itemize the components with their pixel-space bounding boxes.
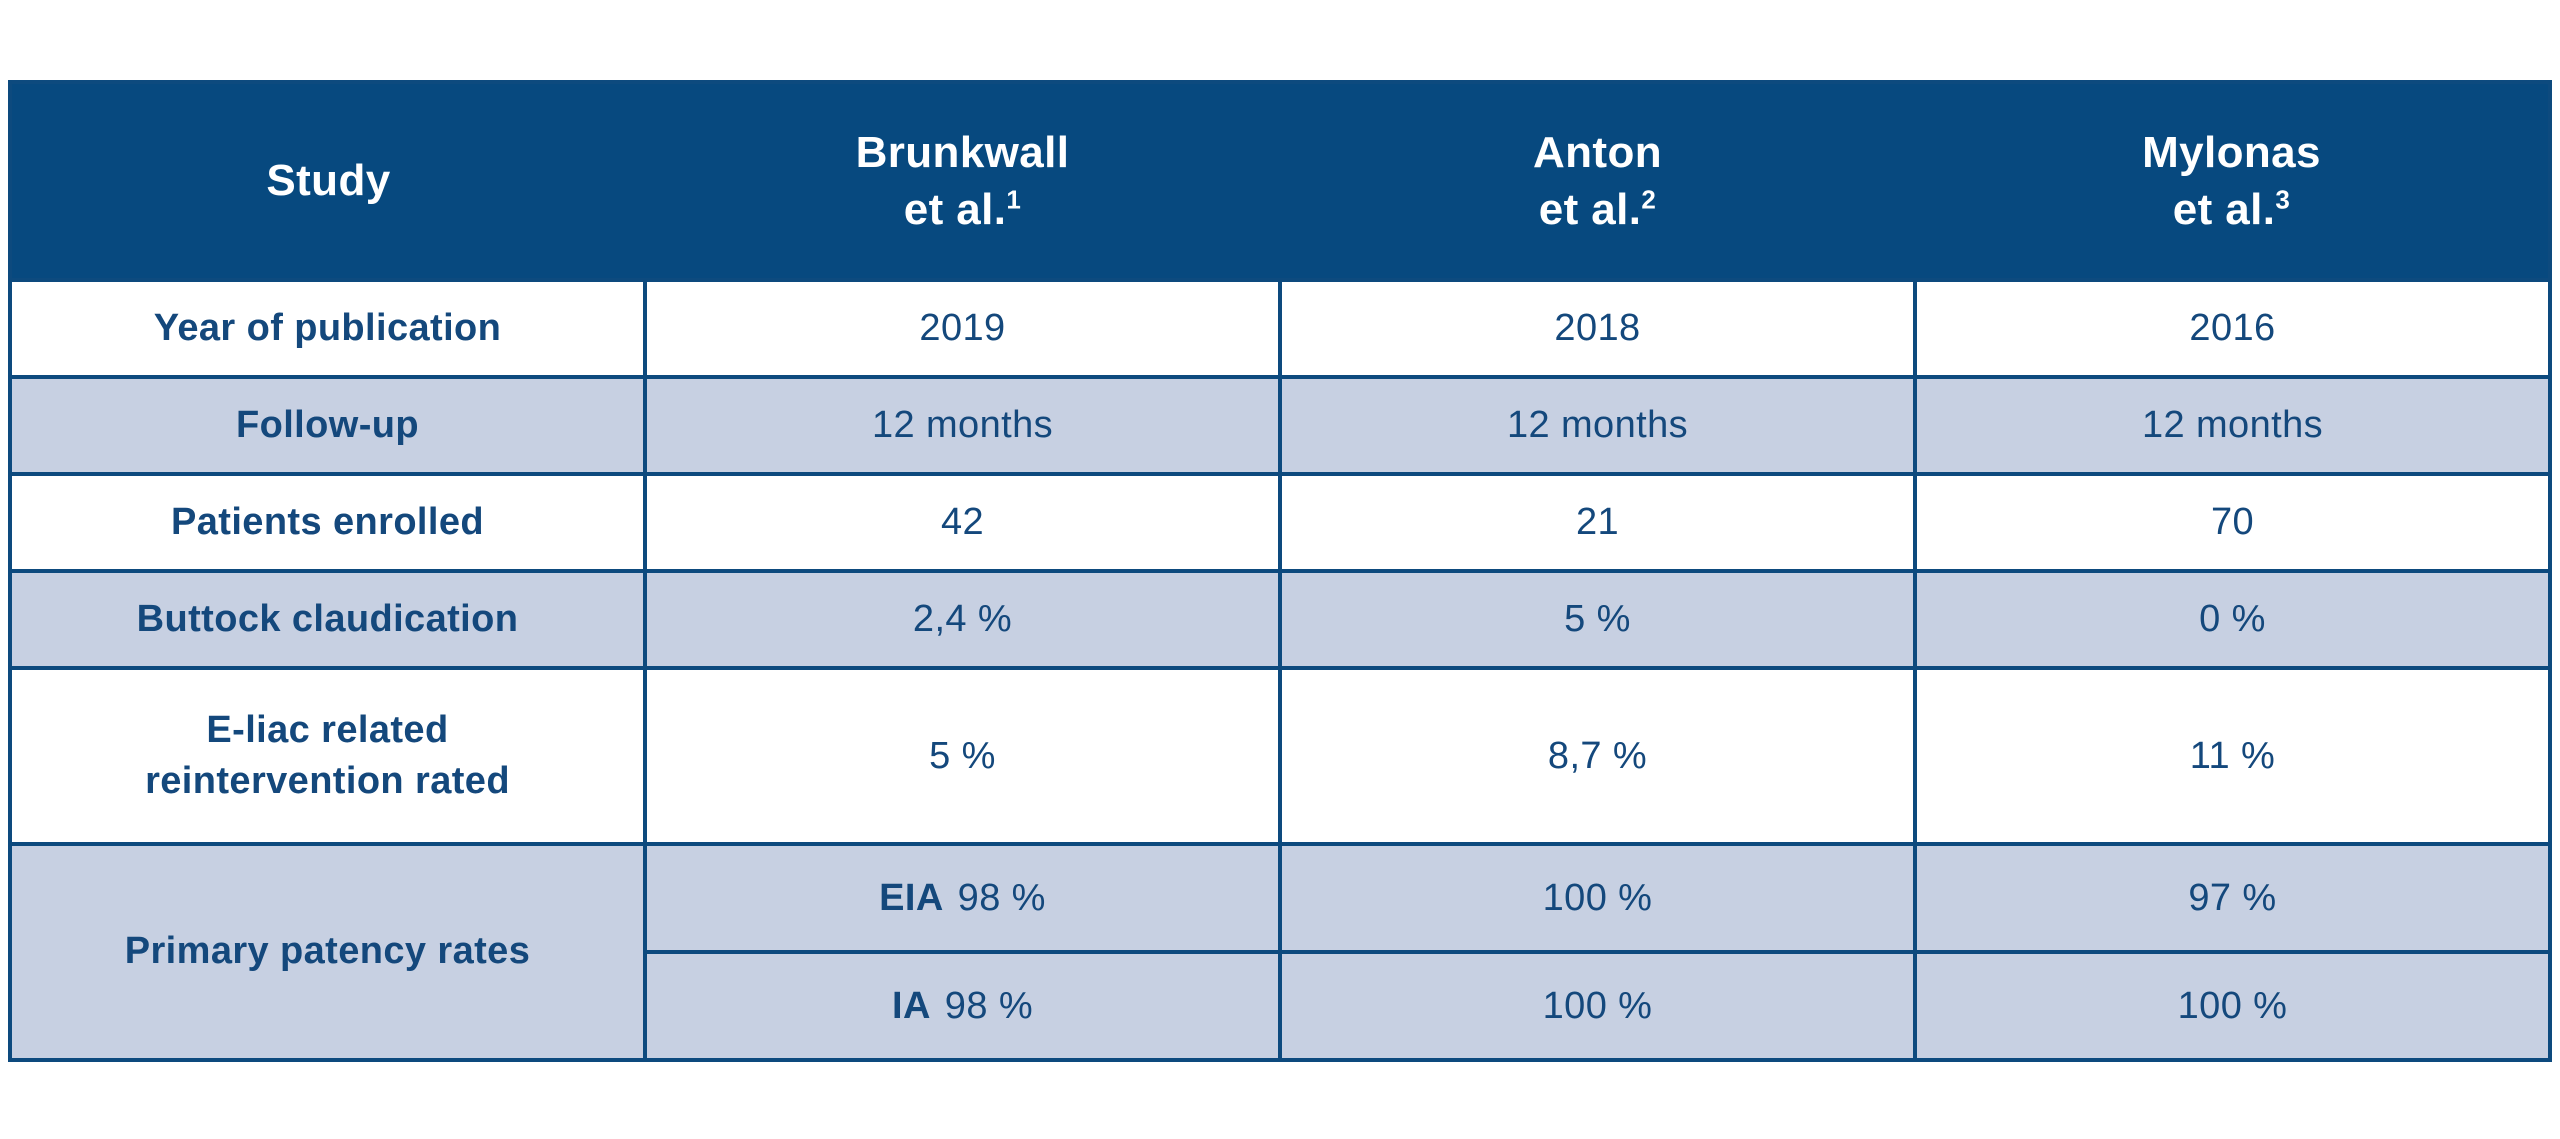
- cell-value: 12 months: [1913, 375, 2552, 476]
- row-label: Patients enrolled: [8, 472, 647, 573]
- row-primary-patency-eia: Primary patency rates EIA 98 % 100 % 97 %: [8, 842, 2552, 1062]
- row-buttock-claudication: Buttock claudication 2,4 % 5 % 0 %: [8, 569, 2552, 670]
- reference-superscript: 1: [1006, 184, 1022, 215]
- study-etal: et al.1: [903, 184, 1022, 234]
- cell-value: 2016: [1913, 278, 2552, 379]
- cell-value: 0 %: [1913, 569, 2552, 670]
- study-etal: et al.3: [2172, 184, 2291, 234]
- cell-value: IA 98 %: [643, 950, 1282, 1062]
- row-label: Buttock claudication: [8, 569, 647, 670]
- study-etal: et al.2: [1538, 184, 1657, 234]
- row-label: Follow-up: [8, 375, 647, 476]
- cell-value: 5 %: [643, 666, 1282, 846]
- cell-value: 21: [1278, 472, 1917, 573]
- study-name: Mylonas: [2142, 127, 2321, 177]
- study-comparison-table: Study Brunkwall et al.1 Anton et al.2 My…: [8, 80, 2552, 1062]
- row-follow-up: Follow-up 12 months 12 months 12 months: [8, 375, 2552, 476]
- study-name: Brunkwall: [855, 127, 1070, 177]
- cell-value: 12 months: [1278, 375, 1917, 476]
- row-label-primary-patency: Primary patency rates: [8, 842, 647, 1062]
- cell-value: 97 %: [1913, 842, 2552, 954]
- vessel-prefix: IA: [891, 984, 931, 1027]
- cell-value: 5 %: [1278, 569, 1917, 670]
- cell-value: 11 %: [1913, 666, 2552, 846]
- header-cell-anton: Anton et al.2: [1280, 82, 1915, 280]
- cell-value: 8,7 %: [1278, 666, 1917, 846]
- cell-value: 42: [643, 472, 1282, 573]
- reference-superscript: 2: [1641, 184, 1657, 215]
- header-row: Study Brunkwall et al.1 Anton et al.2 My…: [10, 82, 2550, 280]
- cell-value: 2019: [643, 278, 1282, 379]
- cell-value: 100 %: [1278, 950, 1917, 1062]
- row-label: E-liac related reintervention rated: [8, 666, 647, 846]
- row-patients-enrolled: Patients enrolled 42 21 70: [8, 472, 2552, 573]
- cell-value: 2,4 %: [643, 569, 1282, 670]
- reference-superscript: 3: [2275, 184, 2291, 215]
- cell-value: 2018: [1278, 278, 1917, 379]
- row-eliac-reintervention: E-liac related reintervention rated 5 % …: [8, 666, 2552, 846]
- vessel-prefix: EIA: [879, 876, 944, 919]
- cell-value: 12 months: [643, 375, 1282, 476]
- header-cell-mylonas: Mylonas et al.3: [1915, 82, 2550, 280]
- row-year-of-publication: Year of publication 2019 2018 2016: [8, 278, 2552, 379]
- header-study-label: Study: [266, 156, 391, 206]
- row-primary-patency-ia: IA 98 % 100 % 100 %: [10, 950, 2552, 1062]
- cell-value: 100 %: [1278, 842, 1917, 954]
- study-name: Anton: [1532, 127, 1663, 177]
- cell-value: EIA 98 %: [643, 842, 1282, 954]
- cell-value: 70: [1913, 472, 2552, 573]
- cell-value: 100 %: [1913, 950, 2552, 1062]
- header-cell-brunkwall: Brunkwall et al.1: [645, 82, 1280, 280]
- header-cell-study: Study: [10, 82, 645, 280]
- row-label: Year of publication: [8, 278, 647, 379]
